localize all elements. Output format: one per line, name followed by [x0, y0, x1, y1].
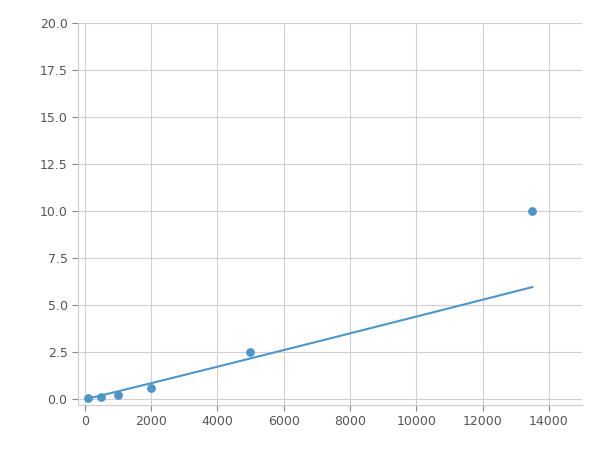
Point: [527, 207, 537, 215]
Point: [245, 349, 255, 356]
Point: [97, 393, 106, 400]
Point: [113, 392, 122, 399]
Point: [83, 394, 93, 401]
Point: [146, 384, 156, 392]
